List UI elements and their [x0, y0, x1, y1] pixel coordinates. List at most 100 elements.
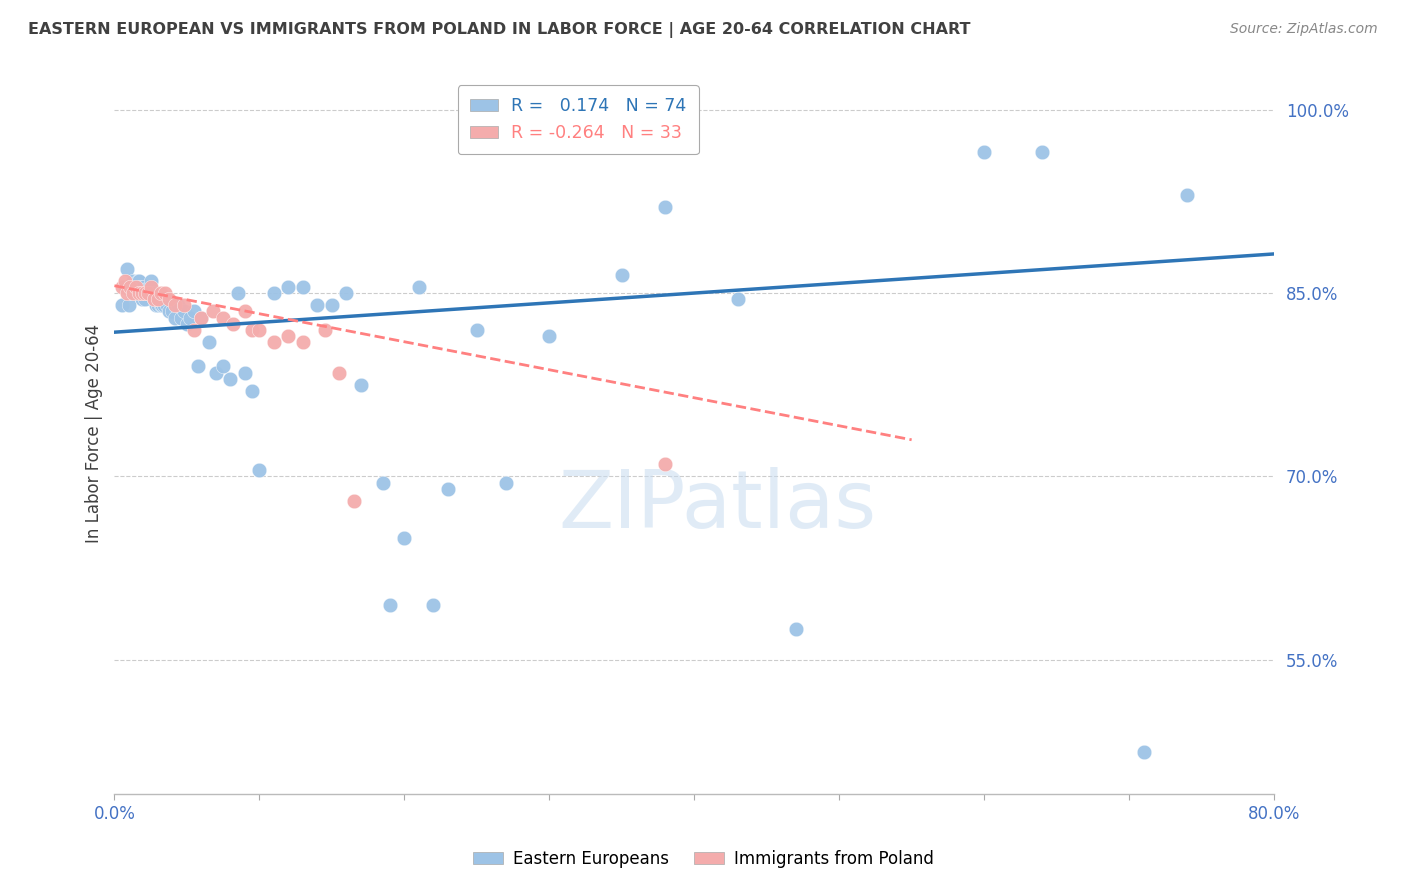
Point [495, 475, 517, 490]
Point [138, 280, 160, 294]
Point [173, 304, 195, 318]
Point [727, 292, 749, 306]
Point [120, 280, 142, 294]
Point [149, 298, 172, 312]
Point [247, 463, 270, 477]
Point [165, 298, 187, 312]
Point [159, 304, 181, 318]
Point [394, 531, 416, 545]
Point [176, 317, 198, 331]
Point [233, 304, 256, 318]
Point [159, 292, 181, 306]
Point [153, 286, 176, 301]
Point [1031, 145, 1053, 160]
Point [350, 377, 373, 392]
Point [190, 310, 212, 325]
Point [219, 371, 242, 385]
Point [139, 274, 162, 288]
Point [120, 280, 142, 294]
Point [187, 359, 209, 374]
Point [170, 310, 193, 325]
Point [465, 323, 488, 337]
Point [183, 304, 205, 318]
Point [201, 304, 224, 318]
Point [291, 334, 314, 349]
Point [122, 286, 145, 301]
Point [247, 323, 270, 337]
Point [371, 475, 394, 490]
Point [307, 298, 329, 312]
Point [610, 268, 633, 282]
Point [135, 286, 157, 301]
Point [127, 274, 149, 288]
Point [197, 334, 219, 349]
Point [150, 298, 173, 312]
Point [190, 310, 212, 325]
Point [152, 298, 174, 312]
Point [122, 274, 145, 288]
Text: Source: ZipAtlas.com: Source: ZipAtlas.com [1230, 22, 1378, 37]
Point [342, 494, 364, 508]
Point [128, 274, 150, 288]
Point [134, 286, 156, 301]
Point [146, 292, 169, 306]
Point [162, 304, 184, 318]
Point [143, 292, 166, 306]
Point [149, 286, 172, 301]
Point [1175, 188, 1198, 202]
Point [128, 286, 150, 301]
Point [136, 286, 159, 301]
Point [291, 280, 314, 294]
Point [538, 329, 561, 343]
Point [132, 280, 155, 294]
Point [165, 310, 187, 325]
Point [1132, 745, 1154, 759]
Point [422, 598, 444, 612]
Point [205, 366, 228, 380]
Point [117, 286, 139, 301]
Point [142, 292, 165, 306]
Point [146, 298, 169, 312]
Point [408, 280, 430, 294]
Point [121, 286, 143, 301]
Point [582, 133, 605, 147]
Point [654, 201, 676, 215]
Point [124, 286, 146, 301]
Point [183, 323, 205, 337]
Point [436, 482, 458, 496]
Point [277, 280, 299, 294]
Point [114, 274, 136, 288]
Point [654, 457, 676, 471]
Point [131, 292, 153, 306]
Point [125, 280, 148, 294]
Point [173, 298, 195, 312]
Point [141, 286, 163, 301]
Point [134, 292, 156, 306]
Point [212, 359, 235, 374]
Point [118, 298, 141, 312]
Legend: Eastern Europeans, Immigrants from Poland: Eastern Europeans, Immigrants from Polan… [465, 844, 941, 875]
Legend: R =   0.174   N = 74, R = -0.264   N = 33: R = 0.174 N = 74, R = -0.264 N = 33 [457, 86, 699, 154]
Point [314, 323, 336, 337]
Point [111, 298, 134, 312]
Point [226, 286, 249, 301]
Y-axis label: In Labor Force | Age 20-64: In Labor Force | Age 20-64 [86, 324, 103, 543]
Point [153, 292, 176, 306]
Point [117, 261, 139, 276]
Point [129, 280, 152, 294]
Text: ZIPatlas: ZIPatlas [558, 467, 876, 545]
Point [785, 622, 807, 636]
Point [114, 280, 136, 294]
Point [378, 598, 401, 612]
Point [139, 280, 162, 294]
Point [240, 384, 263, 398]
Point [973, 145, 995, 160]
Point [233, 366, 256, 380]
Point [335, 286, 357, 301]
Point [131, 286, 153, 301]
Point [321, 298, 343, 312]
Point [125, 280, 148, 294]
Point [155, 298, 177, 312]
Point [328, 366, 350, 380]
Point [167, 298, 190, 312]
